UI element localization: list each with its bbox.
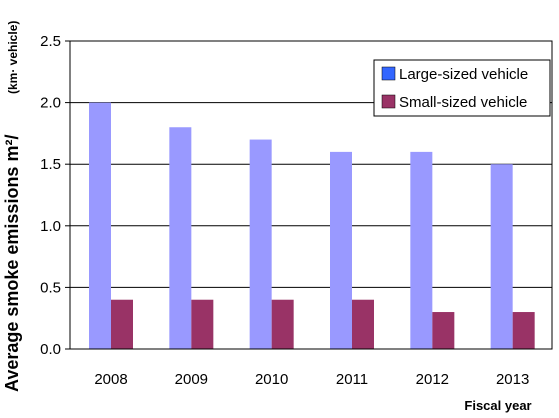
bars xyxy=(89,102,535,350)
y-tick-label: 2.5 xyxy=(40,33,61,50)
x-axis-ticks: 2008 2009 2010 2011 2012 2013 xyxy=(94,371,529,388)
y-tick-label: 0.0 xyxy=(40,341,61,358)
bar-large-2009 xyxy=(169,127,192,350)
x-tick-label-2010: 2010 xyxy=(255,371,288,388)
legend-label-large: Large-sized vehicle xyxy=(399,66,528,83)
y-axis-label: Average smoke emissions m²/ xyxy=(2,135,22,392)
x-tick-label-2013: 2013 xyxy=(496,371,529,388)
bar-small-2012 xyxy=(432,312,455,349)
legend-box xyxy=(373,59,551,117)
bar-small-2010 xyxy=(271,299,294,349)
legend-swatch-small xyxy=(381,94,396,109)
y-tick-label: 1.5 xyxy=(40,156,61,173)
bar-large-2008 xyxy=(89,102,111,349)
bar-small-2008 xyxy=(111,299,133,349)
bar-small-2013 xyxy=(512,312,535,349)
legend-swatch-large xyxy=(381,66,396,81)
bar-large-2012 xyxy=(410,151,433,349)
bar-large-2010 xyxy=(249,139,272,349)
x-tick-label-2008: 2008 xyxy=(94,371,127,388)
y-tick-label: 1.0 xyxy=(40,218,61,235)
bar-large-2013 xyxy=(490,164,513,349)
plot-area-frame xyxy=(69,40,553,350)
x-tick-label-2009: 2009 xyxy=(175,371,208,388)
y-tick-label: 0.5 xyxy=(40,279,61,296)
y-axis-unit-label: (km· vehicle) xyxy=(6,21,20,94)
bar-small-2011 xyxy=(352,299,374,349)
gridlines xyxy=(70,102,552,288)
bar-small-2009 xyxy=(191,299,214,349)
x-tick-label-2012: 2012 xyxy=(416,371,449,388)
x-axis-label: Fiscal year xyxy=(464,398,531,413)
x-tick-label-2011: 2011 xyxy=(336,371,368,388)
y-tick-label: 2.0 xyxy=(40,95,61,112)
legend-label-small: Small-sized vehicle xyxy=(399,94,527,111)
legend: Large-sized vehicle Small-sized vehicle xyxy=(373,59,551,117)
y-axis-ticks: 0.0 0.5 1.0 1.5 2.0 2.5 xyxy=(40,33,70,358)
bar-large-2011 xyxy=(330,151,352,349)
